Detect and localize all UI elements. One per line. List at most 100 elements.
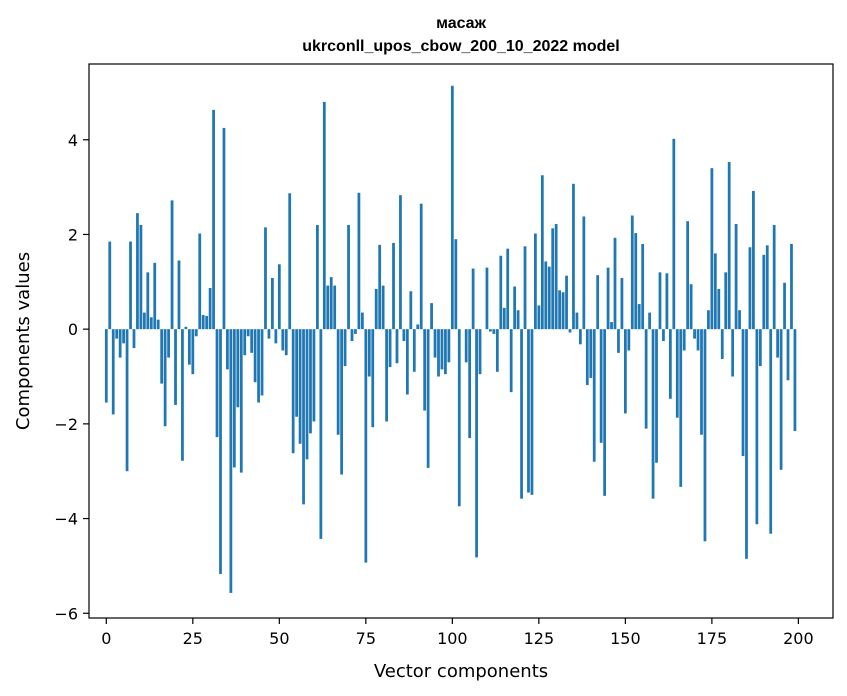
bar-1 (108, 241, 112, 330)
bar-32 (215, 329, 219, 438)
bar-187 (752, 190, 755, 330)
bar-20 (174, 329, 177, 405)
bar-184 (741, 329, 745, 457)
bars-group (104, 85, 797, 593)
bar-177 (717, 288, 721, 330)
bar-179 (724, 272, 728, 330)
bar-188 (755, 329, 759, 525)
bar-85 (399, 195, 402, 330)
bar-164 (672, 138, 676, 330)
bar-49 (274, 329, 278, 344)
bar-183 (738, 310, 741, 330)
bar-45 (260, 329, 264, 396)
bar-171 (696, 329, 700, 351)
bar-150 (623, 329, 627, 414)
bar-69 (343, 329, 347, 367)
bar-139 (585, 329, 589, 386)
bar-62 (319, 329, 323, 539)
bar-8 (132, 329, 136, 349)
bar-136 (575, 312, 579, 330)
bar-147 (613, 237, 617, 330)
x-tick-label: 75 (356, 629, 376, 648)
bar-39 (239, 329, 243, 473)
x-tick-label: 50 (269, 629, 289, 648)
bar-115 (502, 307, 506, 330)
bar-18 (167, 329, 170, 358)
bar-27 (198, 233, 202, 330)
bar-26 (194, 329, 198, 337)
bar-117 (509, 329, 513, 393)
bar-99 (447, 329, 451, 363)
bar-176 (713, 253, 717, 330)
bar-172 (700, 329, 703, 435)
bar-199 (793, 329, 797, 431)
bar-7 (129, 241, 132, 330)
bar-167 (682, 329, 686, 351)
bar-73 (357, 192, 361, 330)
bar-79 (378, 244, 382, 330)
bar-175 (710, 168, 714, 330)
bar-180 (727, 162, 731, 330)
bar-100 (450, 85, 454, 330)
x-tick-label: 150 (610, 629, 641, 648)
bar-144 (603, 329, 606, 496)
bar-95 (433, 329, 437, 358)
bar-31 (212, 109, 215, 330)
bar-44 (257, 329, 260, 403)
bar-37 (232, 329, 236, 468)
bar-2 (111, 329, 115, 415)
bar-113 (495, 329, 499, 372)
x-tick-label: 175 (697, 629, 728, 648)
bar-58 (305, 329, 309, 460)
bar-159 (655, 329, 658, 463)
bar-96 (437, 329, 440, 377)
y-tick-label: −2 (54, 415, 78, 434)
bar-59 (309, 329, 312, 434)
bar-43 (253, 329, 257, 383)
bar-29 (205, 315, 209, 330)
bar-181 (731, 329, 735, 377)
bar-138 (582, 216, 586, 330)
bar-16 (160, 329, 164, 384)
bar-78 (374, 288, 378, 330)
bar-12 (146, 272, 150, 330)
bar-70 (347, 224, 350, 330)
bar-3 (115, 329, 119, 339)
bar-15 (156, 319, 160, 330)
bar-173 (703, 329, 707, 542)
bar-11 (142, 312, 146, 330)
bar-35 (226, 329, 229, 370)
bar-108 (478, 329, 482, 375)
bar-131 (558, 290, 562, 330)
bar-13 (149, 317, 153, 330)
bar-111 (489, 329, 492, 332)
bar-143 (599, 329, 603, 443)
bar-86 (402, 329, 406, 341)
bar-17 (163, 329, 167, 427)
bar-129 (551, 228, 555, 330)
bar-189 (758, 329, 762, 367)
bar-168 (686, 221, 690, 330)
bar-170 (693, 329, 696, 339)
chart-title: масаж (436, 15, 487, 32)
bar-41 (246, 329, 250, 337)
bar-33 (219, 329, 222, 574)
bar-88 (409, 291, 413, 330)
bar-197 (786, 329, 790, 381)
bar-51 (281, 329, 285, 351)
y-tick-label: 4 (68, 131, 78, 150)
bar-153 (634, 233, 638, 330)
bar-116 (506, 248, 510, 330)
bar-186 (748, 247, 752, 330)
bar-75 (364, 329, 368, 563)
x-tick-label: 125 (524, 629, 555, 648)
bar-160 (658, 272, 662, 330)
bar-97 (440, 329, 444, 370)
bar-119 (516, 310, 520, 330)
bar-169 (689, 284, 693, 330)
bar-182 (734, 224, 738, 330)
bar-61 (316, 224, 319, 330)
bar-0 (104, 329, 108, 403)
y-axis-label: Components values (13, 252, 34, 430)
bar-50 (277, 264, 281, 330)
